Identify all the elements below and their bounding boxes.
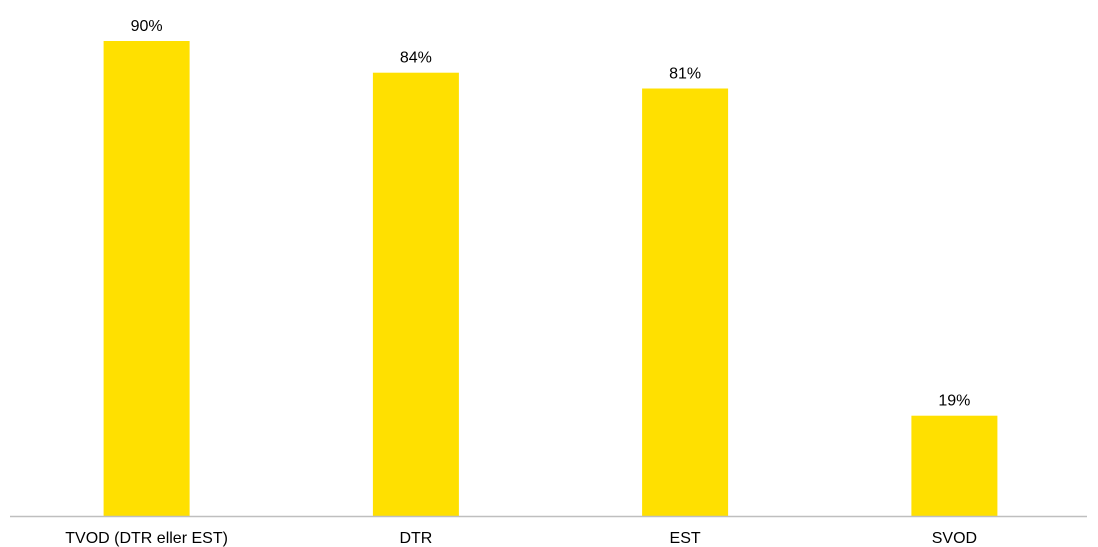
value-label-2: 81% xyxy=(669,66,701,83)
bar-2 xyxy=(642,88,729,516)
x-tick-label-2: EST xyxy=(670,530,701,547)
value-label-0: 90% xyxy=(131,18,163,35)
bar-3 xyxy=(911,415,998,516)
bar-0 xyxy=(103,41,190,516)
x-tick-label-3: SVOD xyxy=(932,530,977,547)
x-tick-label-1: DTR xyxy=(399,530,432,547)
x-tick-labels-group: TVOD (DTR eller EST) DTR EST SVOD xyxy=(65,530,977,547)
bars-group xyxy=(103,41,998,516)
value-label-1: 84% xyxy=(400,50,432,67)
x-tick-label-0: TVOD (DTR eller EST) xyxy=(65,530,228,547)
bar-1 xyxy=(372,72,459,516)
value-label-3: 19% xyxy=(938,393,970,410)
value-labels-group: 90% 84% 81% 19% xyxy=(131,18,971,410)
